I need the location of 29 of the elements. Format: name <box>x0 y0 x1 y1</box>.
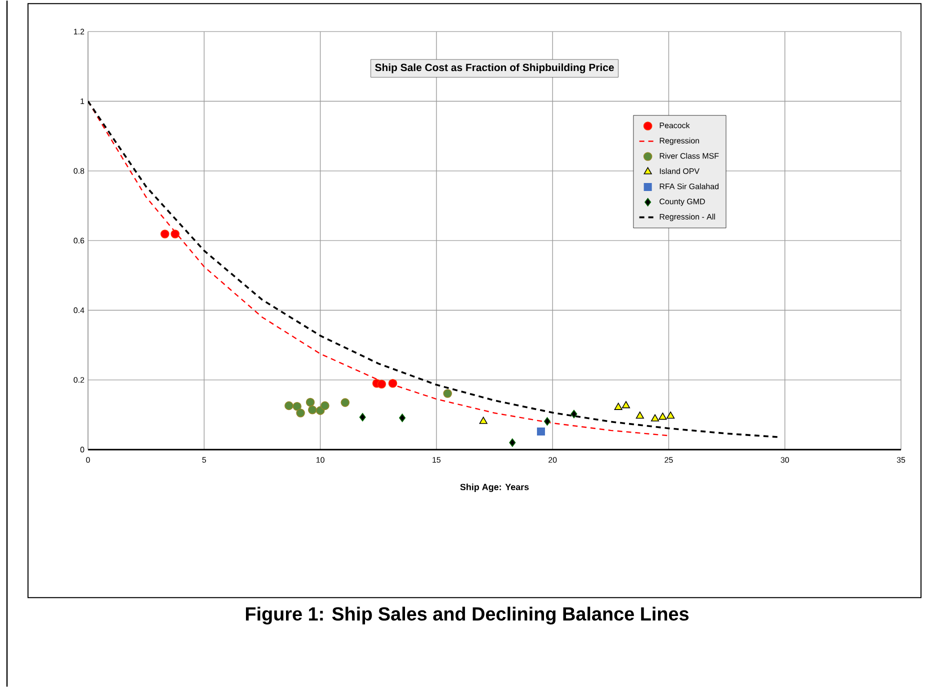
point <box>359 412 366 422</box>
point <box>614 402 622 410</box>
point <box>636 411 644 419</box>
point <box>388 378 398 388</box>
caption: Figure 1: Ship Sales and Declining Balance Lines <box>246 606 689 624</box>
point <box>650 414 660 422</box>
point <box>666 411 675 419</box>
point <box>308 405 317 414</box>
point <box>296 408 305 418</box>
point <box>479 416 488 424</box>
point <box>160 229 170 238</box>
point <box>658 412 667 420</box>
point <box>544 417 550 426</box>
point <box>340 398 350 407</box>
point <box>320 401 330 410</box>
line-series <box>88 100 779 438</box>
point <box>377 380 386 388</box>
point <box>570 410 578 418</box>
point <box>622 401 630 408</box>
point <box>284 401 294 410</box>
point <box>292 402 302 411</box>
point <box>399 414 406 422</box>
text: Ship Sale Cost as Fraction of Shipbuilding Price <box>375 63 614 74</box>
point <box>306 398 315 407</box>
point <box>443 389 452 398</box>
point <box>536 427 545 436</box>
x-axis-title: Ship Age: Years <box>460 483 529 492</box>
point <box>509 438 516 447</box>
point <box>170 229 180 238</box>
